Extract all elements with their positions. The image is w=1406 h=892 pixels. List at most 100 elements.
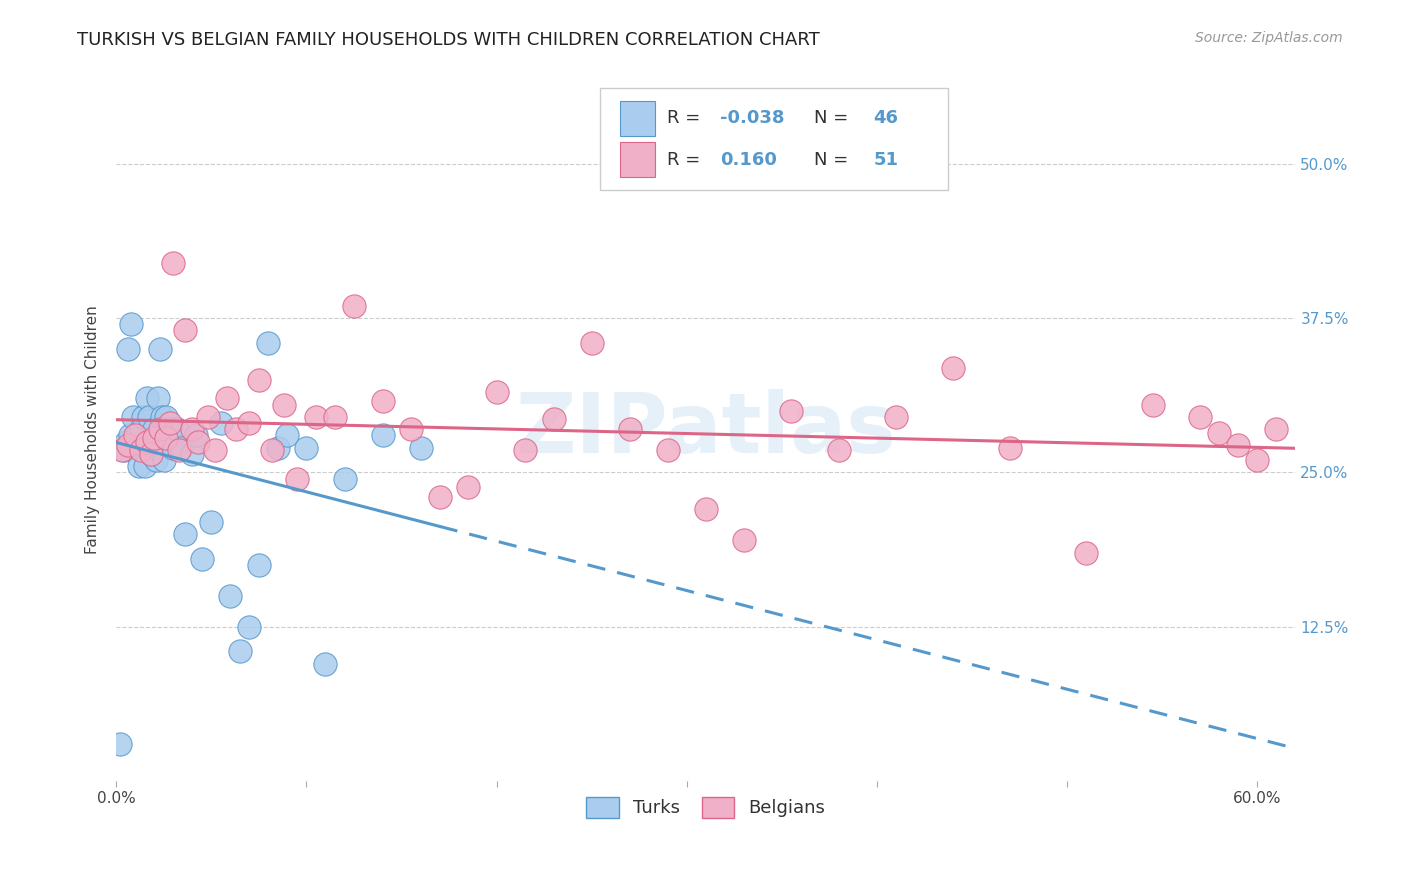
Point xyxy=(1189,409,1212,424)
Point xyxy=(733,533,755,548)
Point xyxy=(780,403,803,417)
Text: Source: ZipAtlas.com: Source: ZipAtlas.com xyxy=(1195,31,1343,45)
Point xyxy=(139,447,162,461)
Point xyxy=(409,441,432,455)
Point xyxy=(122,409,145,424)
Text: 51: 51 xyxy=(873,151,898,169)
Text: 0.160: 0.160 xyxy=(720,151,778,169)
Point xyxy=(1265,422,1288,436)
Point xyxy=(173,323,195,337)
Point xyxy=(159,416,181,430)
Point xyxy=(129,443,152,458)
Point xyxy=(209,416,232,430)
Point xyxy=(314,657,336,671)
Point xyxy=(170,441,193,455)
Point xyxy=(117,438,139,452)
Text: ZIPatlas: ZIPatlas xyxy=(516,389,897,470)
Point xyxy=(998,441,1021,455)
Point xyxy=(135,392,157,406)
Point xyxy=(267,441,290,455)
Point xyxy=(135,434,157,449)
Point xyxy=(149,342,172,356)
Point xyxy=(143,422,166,436)
Point xyxy=(273,398,295,412)
Point xyxy=(114,434,136,449)
Text: -0.038: -0.038 xyxy=(720,109,785,127)
Point xyxy=(695,502,717,516)
Point xyxy=(162,255,184,269)
Point xyxy=(134,459,156,474)
Point xyxy=(153,453,176,467)
Point xyxy=(204,443,226,458)
Text: R =: R = xyxy=(666,151,706,169)
Point xyxy=(186,428,208,442)
Point xyxy=(515,443,537,458)
Point xyxy=(229,644,252,658)
Point xyxy=(112,443,135,458)
Point xyxy=(166,422,188,436)
Point xyxy=(305,409,328,424)
Point xyxy=(124,441,146,455)
Point xyxy=(124,428,146,442)
Point xyxy=(200,515,222,529)
Point xyxy=(129,422,152,436)
Text: N =: N = xyxy=(814,151,855,169)
Point xyxy=(1227,438,1250,452)
Point xyxy=(117,342,139,356)
Point xyxy=(323,409,346,424)
Text: R =: R = xyxy=(666,109,706,127)
Point xyxy=(1208,425,1230,440)
Point xyxy=(197,409,219,424)
Point xyxy=(162,441,184,455)
Point xyxy=(257,335,280,350)
Point xyxy=(942,360,965,375)
Point xyxy=(238,416,260,430)
Point xyxy=(132,409,155,424)
Point xyxy=(333,472,356,486)
Point xyxy=(828,443,851,458)
Point xyxy=(150,409,173,424)
Point xyxy=(238,620,260,634)
Point xyxy=(371,393,394,408)
Point xyxy=(225,422,247,436)
Point xyxy=(1246,453,1268,467)
Point xyxy=(191,551,214,566)
Point xyxy=(149,422,172,436)
Point xyxy=(141,441,163,455)
Point xyxy=(219,589,242,603)
Point xyxy=(159,422,181,436)
Point xyxy=(167,443,190,458)
Point xyxy=(145,453,167,467)
Point xyxy=(884,409,907,424)
Point xyxy=(619,422,641,436)
Point xyxy=(143,431,166,445)
Point xyxy=(173,527,195,541)
Point xyxy=(295,441,318,455)
Point xyxy=(155,409,177,424)
Point xyxy=(121,318,143,332)
Point xyxy=(118,428,141,442)
Point xyxy=(155,431,177,445)
Point xyxy=(457,480,479,494)
Point xyxy=(146,392,169,406)
Point xyxy=(371,428,394,442)
Point xyxy=(581,335,603,350)
Point xyxy=(138,409,160,424)
Point xyxy=(343,299,366,313)
Point xyxy=(127,428,149,442)
Bar xyxy=(620,101,655,136)
Text: 46: 46 xyxy=(873,109,898,127)
Point xyxy=(128,459,150,474)
Point xyxy=(181,422,204,436)
Point xyxy=(1076,546,1098,560)
Point xyxy=(543,412,565,426)
Point xyxy=(276,428,298,442)
Point xyxy=(111,443,134,458)
Point xyxy=(399,422,422,436)
Point xyxy=(187,434,209,449)
Point xyxy=(285,472,308,486)
Point xyxy=(262,443,284,458)
Point xyxy=(485,385,508,400)
Point xyxy=(429,490,451,504)
FancyBboxPatch shape xyxy=(600,88,948,190)
